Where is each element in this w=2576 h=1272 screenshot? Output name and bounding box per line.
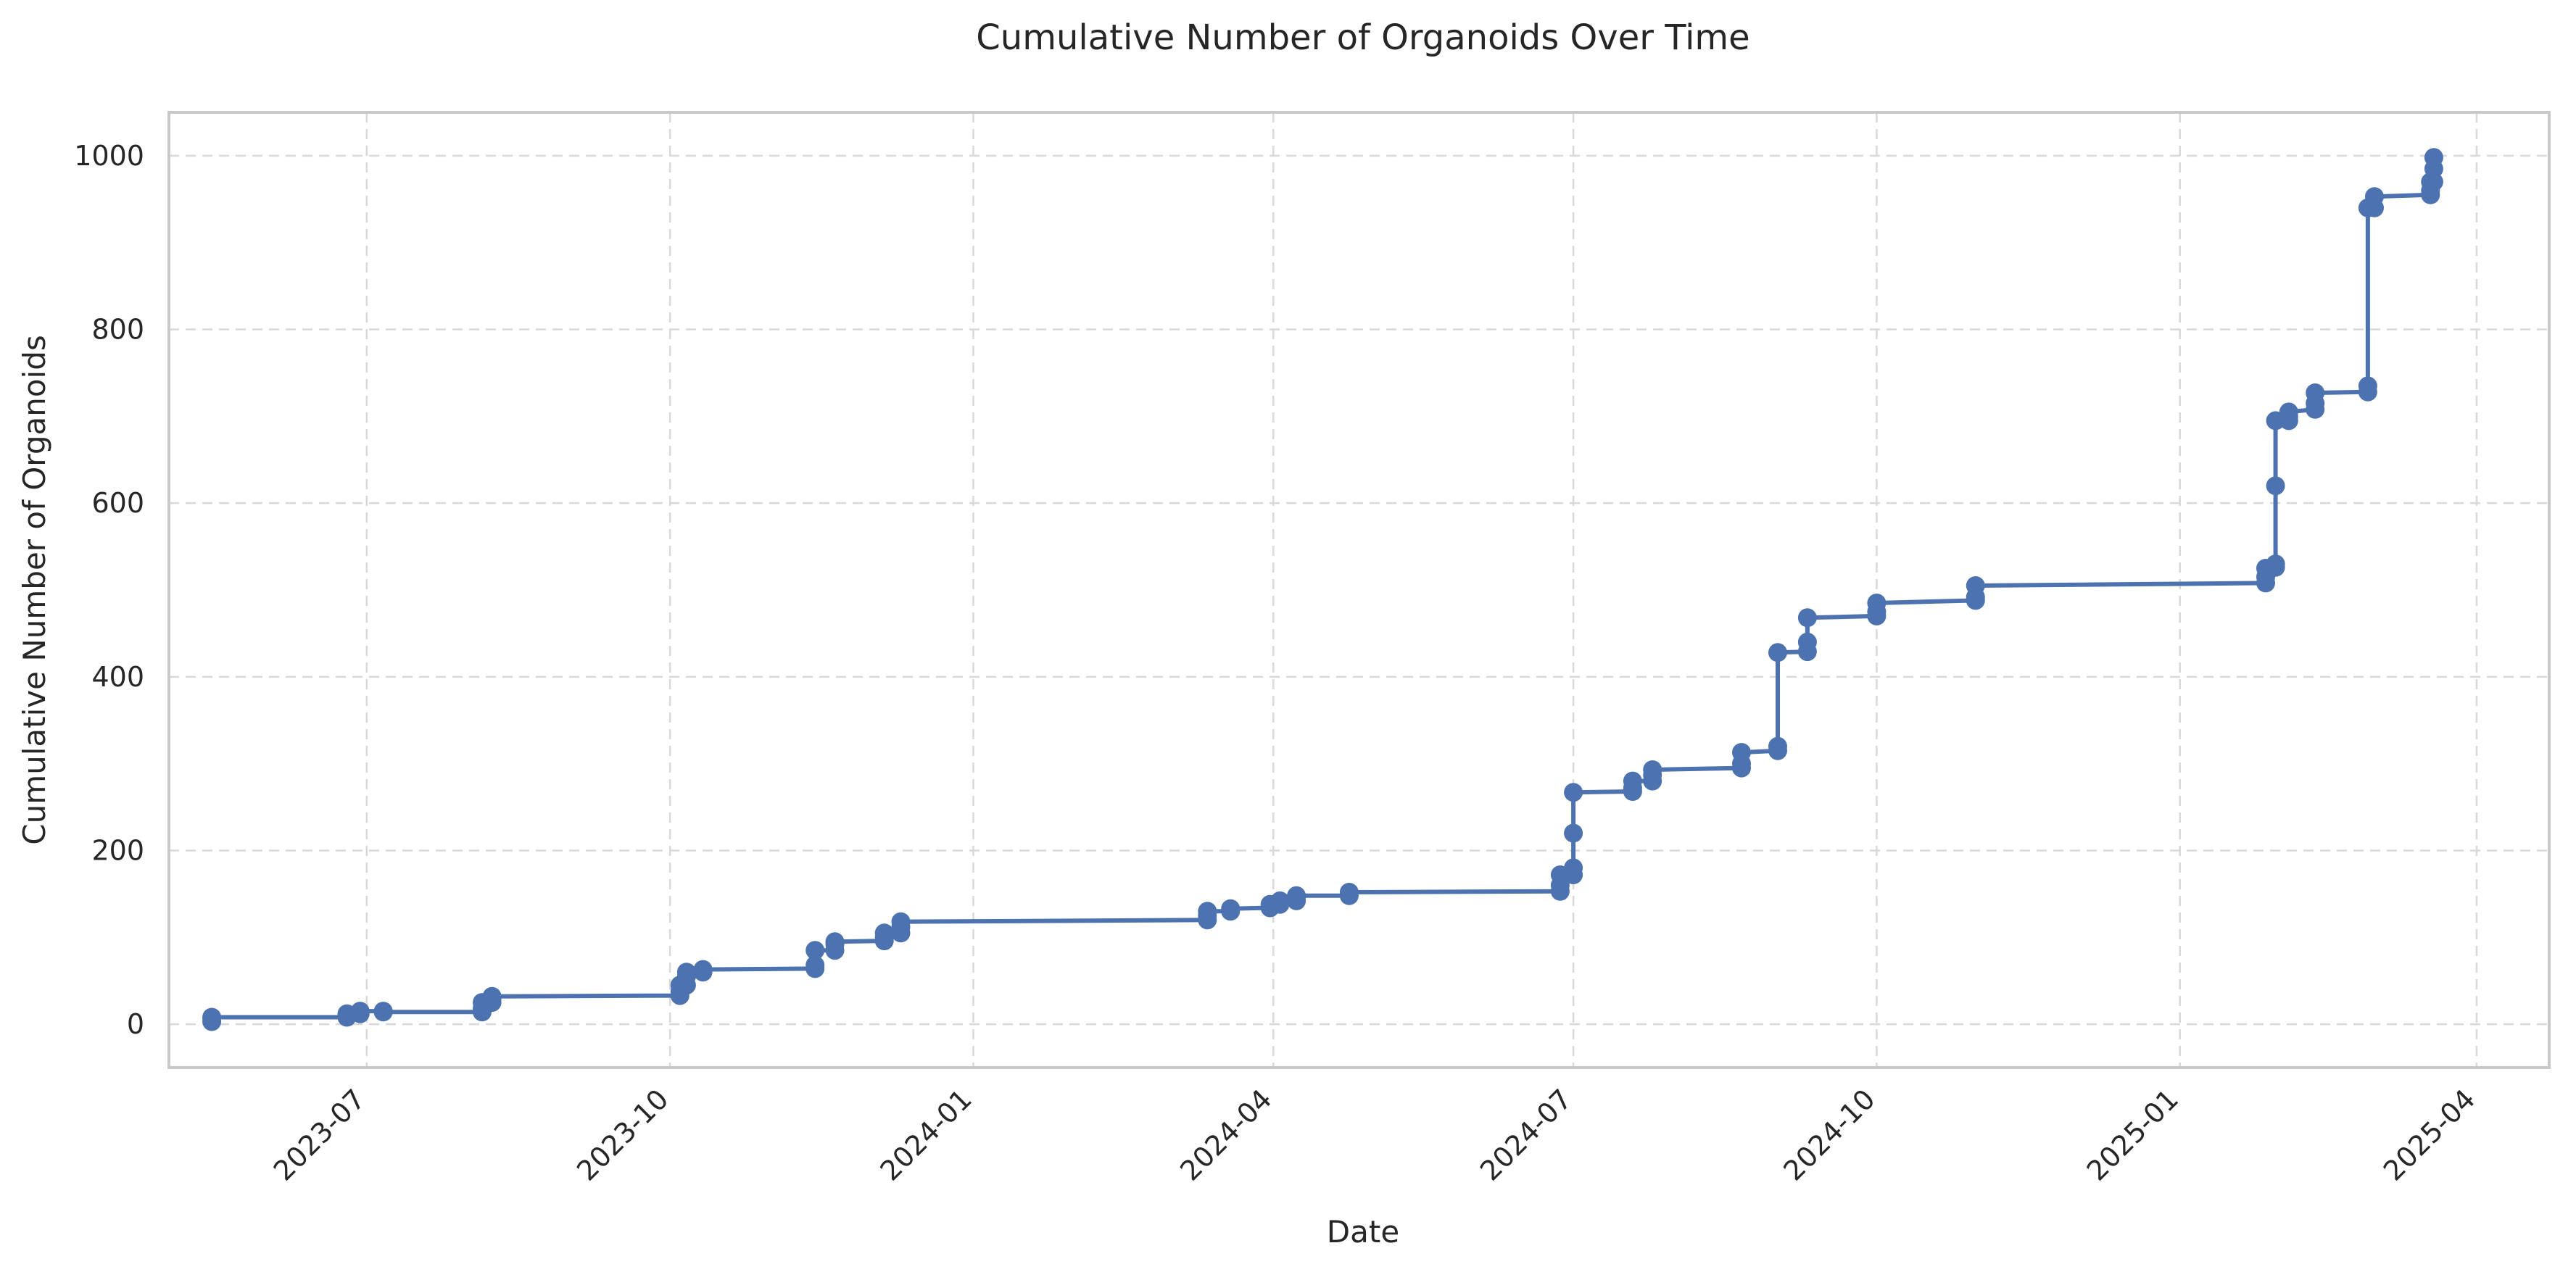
data-point: [1564, 823, 1583, 843]
data-point: [1287, 886, 1306, 905]
data-point: [1797, 632, 1817, 652]
x-axis-label: Date: [1327, 1214, 1399, 1250]
grid-lines: [169, 112, 2549, 1068]
x-tick-label: 2024-10: [1777, 1083, 1881, 1186]
y-tick-label: 400: [91, 661, 144, 693]
chart-title: Cumulative Number of Organoids Over Time: [976, 17, 1749, 58]
data-point: [1198, 902, 1217, 921]
data-point: [676, 963, 696, 982]
data-point: [2279, 402, 2298, 422]
series-line: [210, 155, 2436, 1024]
data-point: [2266, 554, 2285, 574]
data-point: [891, 912, 911, 931]
data-point: [693, 960, 713, 979]
data-point: [1732, 743, 1751, 762]
tick-labels: 0 200 400 600 800 1000 2023-07 2023-10 2024-01 20…: [74, 140, 2481, 1187]
data-point: [805, 941, 825, 960]
data-point: [1966, 576, 1985, 595]
x-tick-label: 2024-01: [874, 1083, 977, 1186]
data-point: [202, 1007, 222, 1027]
x-tick-label: 2024-07: [1474, 1083, 1578, 1186]
y-tick-label: 1000: [74, 140, 144, 172]
data-point: [1797, 608, 1817, 628]
data-point: [1270, 891, 1290, 910]
data-point: [373, 1002, 393, 1022]
data-point: [1339, 883, 1359, 902]
data-point: [1623, 771, 1642, 791]
y-tick-label: 200: [91, 834, 144, 866]
data-point: [1867, 594, 1887, 612]
data-point: [482, 986, 502, 1006]
x-tick-label: 2025-01: [2081, 1083, 2184, 1186]
data-point: [825, 932, 845, 952]
y-tick-label: 800: [91, 314, 144, 346]
data-point: [1221, 899, 1241, 918]
data-point: [2266, 476, 2285, 496]
plot-frame: [167, 111, 2551, 1069]
y-axis-label: Cumulative Number of Organoids: [17, 335, 52, 844]
data-point: [1564, 783, 1583, 802]
data-point: [874, 923, 894, 943]
x-tick-label: 2023-10: [571, 1083, 674, 1186]
data-point: [805, 955, 825, 975]
data-point: [2424, 148, 2443, 167]
x-tick-label: 2025-04: [2377, 1083, 2481, 1186]
x-tick-label: 2023-07: [268, 1083, 371, 1186]
data-point: [2306, 383, 2325, 402]
data-point: [1564, 858, 1583, 878]
data-point: [1768, 643, 1787, 662]
data-point: [2358, 376, 2377, 396]
x-tick-label: 2024-04: [1174, 1083, 1277, 1186]
data-point: [2365, 187, 2384, 207]
data-point: [350, 1002, 370, 1021]
plot-area: [202, 148, 2443, 1031]
data-point: [1768, 736, 1787, 756]
data-point: [1643, 760, 1662, 779]
y-tick-label: 0: [127, 1008, 144, 1040]
data-point: [2424, 172, 2443, 191]
y-tick-label: 600: [91, 487, 144, 519]
